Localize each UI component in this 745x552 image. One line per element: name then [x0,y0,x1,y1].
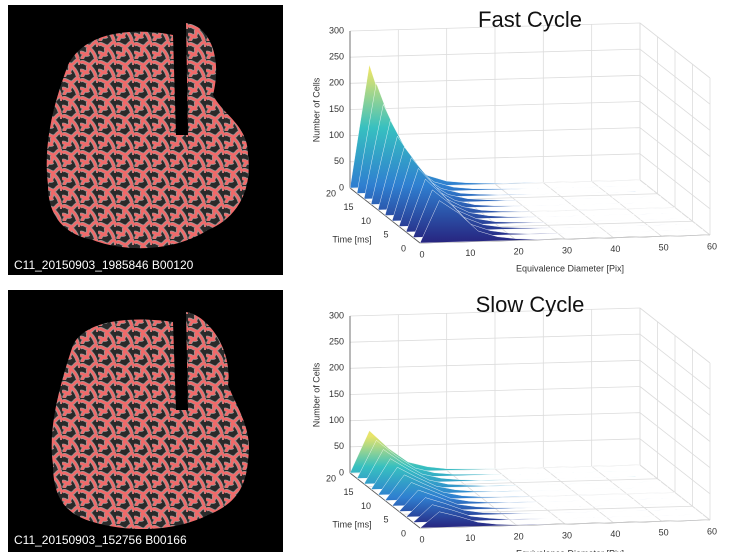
z-tick-label: 300 [329,310,344,320]
y-tick-label: 5 [383,515,388,525]
x-tick-label: 50 [659,243,669,253]
x-tick-label: 0 [419,249,424,259]
y-tick-label: 10 [361,216,371,226]
z-tick-label: 250 [329,52,344,62]
x-tick-label: 60 [707,241,717,251]
x-tick-label: 30 [562,530,572,540]
x-axis-label: Equivalence Diameter [Pix] [516,263,624,273]
x-tick-label: 40 [610,529,620,539]
surface-chart: 0 50 100 150 200 250 300 0 10 20 30 40 50 60 0 5 10 15 20 N… [311,292,717,552]
y-axis-label: Time [ms] [332,234,371,244]
z-tick-label: 200 [329,363,344,373]
z-tick-label: 100 [329,130,344,140]
y-tick-label: 0 [401,528,406,538]
x-tick-label: 10 [465,248,475,258]
y-tick-label: 15 [343,487,353,497]
x-tick-label: 20 [514,247,524,257]
y-tick-label: 20 [326,188,336,198]
surface-slice [398,489,690,512]
surface-slice [419,200,711,244]
y-axis-label: Time [ms] [332,519,371,529]
chart-title: Fast Cycle [478,7,582,32]
x-tick-label: 10 [465,533,475,543]
y-tick-label: 10 [361,501,371,511]
chart-title: Slow Cycle [476,292,585,317]
surface-slice [419,511,711,529]
surface-slice [412,504,704,523]
z-tick-label: 250 [329,337,344,347]
z-tick-label: 50 [334,156,344,166]
z-tick-label: 0 [339,182,344,192]
image-caption: C11_20150903_1985846 B00120 [14,258,194,272]
image-caption: C11_20150903_152756 B00166 [14,533,187,547]
x-tick-label: 60 [707,526,717,536]
x-tick-label: 30 [562,245,572,255]
y-tick-label: 15 [343,202,353,212]
x-tick-label: 0 [419,534,424,544]
x-tick-label: 50 [659,528,669,538]
z-tick-label: 150 [329,389,344,399]
x-tick-label: 20 [514,532,524,542]
z-tick-label: 200 [329,78,344,88]
z-tick-label: 300 [329,25,344,35]
z-tick-label: 50 [334,441,344,451]
x-axis-label: Equivalence Diameter [Pix] [516,548,624,552]
x-tick-label: 40 [610,244,620,254]
surface-slice [405,497,697,518]
surface-chart: 0 50 100 150 200 250 300 0 10 20 30 40 50 60 0 5 10 15 20 N… [311,7,717,274]
y-tick-label: 20 [326,473,336,483]
z-tick-label: 0 [339,467,344,477]
z-tick-label: 150 [329,104,344,114]
y-tick-label: 5 [383,230,388,240]
y-tick-label: 0 [401,243,406,253]
micrograph: C11_20150903_152756 B00166 [8,290,283,552]
z-tick-label: 100 [329,415,344,425]
z-axis-label: Number of Cells [311,77,321,142]
z-axis-label: Number of Cells [311,362,321,427]
micrograph: C11_20150903_1985846 B00120 [8,5,283,275]
